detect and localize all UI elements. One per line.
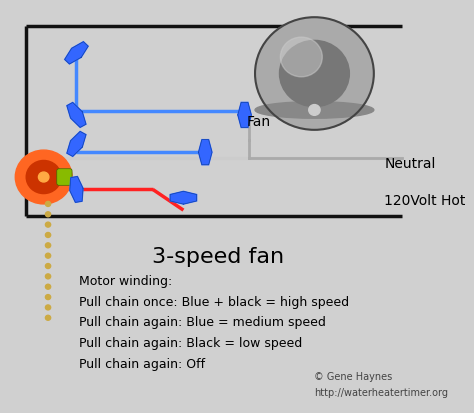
Polygon shape <box>170 192 197 204</box>
Polygon shape <box>64 43 88 65</box>
Text: © Gene Haynes: © Gene Haynes <box>314 371 392 381</box>
Circle shape <box>46 212 51 217</box>
Text: Neutral: Neutral <box>384 156 436 170</box>
Circle shape <box>46 274 51 279</box>
Circle shape <box>38 173 49 183</box>
Circle shape <box>46 223 51 228</box>
Circle shape <box>46 243 51 248</box>
Circle shape <box>255 18 374 131</box>
Text: Pull chain once: Blue + black = high speed: Pull chain once: Blue + black = high spe… <box>79 295 349 308</box>
Text: Pull chain again: Off: Pull chain again: Off <box>79 357 205 370</box>
Polygon shape <box>199 140 212 165</box>
Circle shape <box>26 161 61 194</box>
Text: 120Volt Hot: 120Volt Hot <box>384 193 465 207</box>
Circle shape <box>46 295 51 300</box>
Circle shape <box>46 254 51 259</box>
Circle shape <box>46 305 51 310</box>
FancyBboxPatch shape <box>57 169 72 186</box>
Circle shape <box>280 38 322 78</box>
Polygon shape <box>70 177 83 203</box>
Circle shape <box>46 202 51 207</box>
Text: Fan: Fan <box>247 115 271 129</box>
Text: 3-speed fan: 3-speed fan <box>152 246 284 266</box>
Circle shape <box>15 151 72 204</box>
Text: http://waterheatertimer.org: http://waterheatertimer.org <box>314 387 448 397</box>
Circle shape <box>46 264 51 269</box>
Polygon shape <box>67 132 86 157</box>
Circle shape <box>46 316 51 320</box>
Polygon shape <box>238 103 251 128</box>
Text: Pull chain again: Black = low speed: Pull chain again: Black = low speed <box>79 336 302 349</box>
Ellipse shape <box>255 102 374 119</box>
Text: Motor winding:: Motor winding: <box>79 274 172 287</box>
Text: Pull chain again: Blue = medium speed: Pull chain again: Blue = medium speed <box>79 316 326 329</box>
Circle shape <box>280 41 349 107</box>
Circle shape <box>46 285 51 290</box>
Circle shape <box>309 105 320 116</box>
Polygon shape <box>67 103 86 128</box>
Circle shape <box>46 233 51 238</box>
